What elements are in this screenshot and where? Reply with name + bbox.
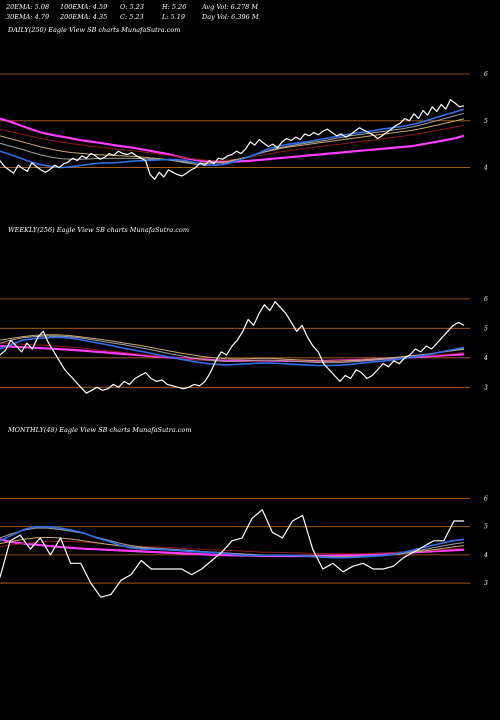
weekly-chart-title: WEEKLY(256) Eagle View SB charts MunafaS… [8,226,189,234]
daily-chart-title: DAILY(250) Eagle View SB charts MunafaSu… [8,26,181,34]
monthly-chart-title: MONTHLY(48) Eagle View SB charts MunafaS… [8,426,192,434]
y-tick-label: 5 [484,325,488,332]
y-tick-label: 6 [484,296,488,303]
price-line [0,509,464,598]
chart-panel-2: 6 5 4 3 [0,495,488,598]
y-tick-label: 3 [484,384,488,391]
header-ema200: 200EMA: 4.35 [60,13,108,21]
y-tick-label: 5 [484,118,488,125]
header-ema30: 30EMA: 4.79 [6,13,50,21]
header-close: C: 5.23 [120,13,144,21]
y-tick-label: 4 [483,355,488,362]
y-tick-label: 6 [484,495,488,502]
ema20-line [0,108,465,169]
y-tick-label: 4 [483,165,488,172]
ema20-line [0,336,465,367]
y-tick-label: 6 [484,71,488,78]
header-open: O: 5.23 [120,3,145,11]
chart-panel-0: 6 5 4 [0,71,488,180]
y-tick-label: 4 [483,552,488,559]
y-tick-label: 3 [484,580,488,587]
header-low: L: 5.19 [162,13,186,21]
ema200-line [0,538,465,558]
ema30-line [0,335,465,364]
price-line [0,301,465,394]
y-tick-label: 5 [484,524,488,531]
price-line [0,99,465,180]
chart-panel-1: 6 5 4 3 [0,296,488,394]
header-ema20: 20EMA: 5.08 [6,3,50,11]
header-ema100: 100EMA: 4.59 [60,3,108,11]
header-day-vol: Day Vol: 6.396 M [202,13,259,21]
header-high: H: 5.26 [162,3,187,11]
ema50-line [0,118,465,164]
ema50-line [0,334,465,362]
ema200-line [0,117,465,164]
ema100-line [0,540,465,555]
ema20-line [0,525,465,559]
header-avg-vol: Avg Vol: 6.278 M [202,3,259,11]
ema100-line [0,125,465,162]
